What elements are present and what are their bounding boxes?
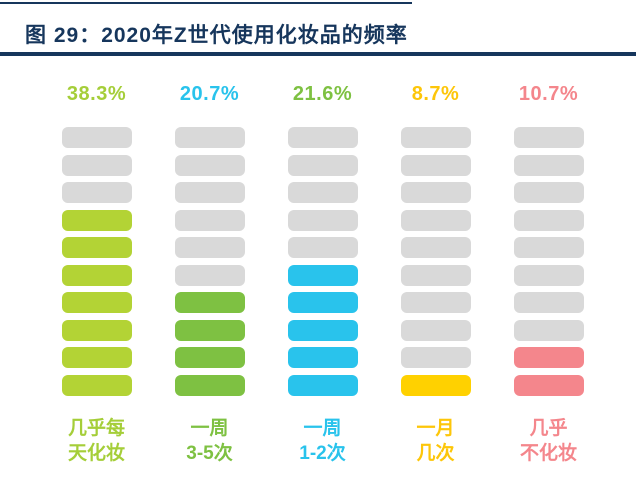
segment-filled bbox=[174, 374, 245, 396]
segment-stack bbox=[287, 127, 358, 402]
segment-empty bbox=[400, 264, 471, 286]
segment-empty bbox=[174, 237, 245, 258]
segment-empty bbox=[287, 182, 358, 203]
category-line2: 几次 bbox=[416, 443, 455, 464]
percent-label: 8.7% bbox=[411, 83, 460, 105]
chart-column-3-5-per-week: 20.7% 一周 3-5次 bbox=[153, 80, 266, 466]
category-line2: 天化妆 bbox=[67, 443, 125, 464]
header-bottom-rule bbox=[0, 52, 636, 56]
segment-filled bbox=[513, 347, 584, 368]
category-label: 一月 几次 bbox=[416, 416, 454, 466]
segment-stack bbox=[513, 127, 584, 402]
segment-empty bbox=[513, 154, 584, 176]
category-line2: 不化妆 bbox=[519, 443, 577, 464]
category-label: 几乎 不化妆 bbox=[520, 416, 577, 466]
segment-empty bbox=[61, 154, 132, 176]
segment-empty bbox=[287, 154, 358, 176]
segment-filled bbox=[61, 374, 132, 396]
segment-empty bbox=[287, 237, 358, 258]
segment-empty bbox=[513, 182, 584, 203]
percent-label: 20.7% bbox=[179, 83, 240, 105]
segment-stack bbox=[61, 127, 132, 402]
category-label: 一周 3-5次 bbox=[186, 416, 232, 466]
segment-filled bbox=[287, 264, 358, 286]
segment-empty bbox=[174, 154, 245, 176]
segment-empty bbox=[174, 182, 245, 203]
segment-empty bbox=[174, 209, 245, 231]
segment-empty bbox=[400, 319, 471, 341]
segment-empty bbox=[61, 182, 132, 203]
segment-empty bbox=[513, 237, 584, 258]
segment-stack bbox=[174, 127, 245, 402]
segment-empty bbox=[400, 182, 471, 203]
segment-empty bbox=[400, 292, 471, 313]
segment-filled bbox=[400, 374, 471, 396]
segment-empty bbox=[400, 127, 471, 148]
segment-filled bbox=[287, 347, 358, 368]
frequency-chart: 38.3% 几乎每天化妆 20.7% 一周 3-5次 21.6% 一周 1-2次 8… bbox=[40, 80, 605, 466]
category-label: 一周 1-2次 bbox=[299, 416, 345, 466]
chart-column-almost-never: 10.7% 几乎不化妆 bbox=[492, 80, 605, 466]
figure-title: 图 29：2020年Z世代使用化妆品的频率 bbox=[25, 24, 408, 47]
segment-filled bbox=[61, 237, 132, 258]
segment-filled bbox=[287, 319, 358, 341]
percent-label: 21.6% bbox=[292, 83, 353, 105]
segment-filled bbox=[61, 292, 132, 313]
category-line1: 几乎每 bbox=[67, 418, 125, 439]
percent-label: 38.3% bbox=[66, 83, 127, 105]
category-line1: 一周 bbox=[190, 418, 229, 439]
segment-empty bbox=[287, 127, 358, 148]
segment-filled bbox=[174, 292, 245, 313]
percent-label: 10.7% bbox=[518, 83, 579, 105]
chart-column-1-2-per-week: 21.6% 一周 1-2次 bbox=[266, 80, 379, 466]
segment-empty bbox=[400, 209, 471, 231]
chart-column-few-per-month: 8.7% 一月几次 bbox=[379, 80, 492, 466]
header-top-rule bbox=[0, 2, 412, 4]
segment-empty bbox=[400, 154, 471, 176]
segment-filled bbox=[61, 347, 132, 368]
segment-filled bbox=[174, 319, 245, 341]
segment-filled bbox=[61, 209, 132, 231]
segment-filled bbox=[287, 374, 358, 396]
segment-empty bbox=[61, 127, 132, 148]
segment-empty bbox=[400, 347, 471, 368]
segment-empty bbox=[174, 127, 245, 148]
category-line2: 3-5次 bbox=[186, 443, 233, 464]
category-line1: 几乎 bbox=[529, 418, 568, 439]
segment-empty bbox=[287, 209, 358, 231]
segment-empty bbox=[513, 127, 584, 148]
category-line1: 一周 bbox=[303, 418, 342, 439]
segment-empty bbox=[513, 292, 584, 313]
segment-empty bbox=[513, 209, 584, 231]
category-line2: 1-2次 bbox=[299, 443, 346, 464]
segment-filled bbox=[287, 292, 358, 313]
segment-empty bbox=[174, 264, 245, 286]
segment-filled bbox=[513, 374, 584, 396]
segment-filled bbox=[61, 264, 132, 286]
category-line1: 一月 bbox=[416, 418, 455, 439]
segment-empty bbox=[513, 319, 584, 341]
segment-filled bbox=[174, 347, 245, 368]
segment-empty bbox=[513, 264, 584, 286]
category-label: 几乎每 天化妆 bbox=[68, 416, 125, 466]
segment-filled bbox=[61, 319, 132, 341]
segment-empty bbox=[400, 237, 471, 258]
segment-stack bbox=[400, 127, 471, 402]
chart-column-almost-daily: 38.3% 几乎每天化妆 bbox=[40, 80, 153, 466]
